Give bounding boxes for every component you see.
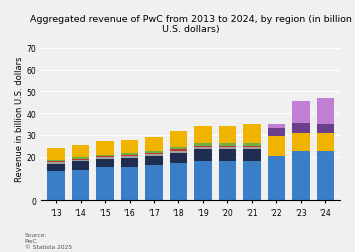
Bar xyxy=(121,141,138,153)
Bar xyxy=(194,162,212,200)
Bar xyxy=(121,156,138,159)
Bar xyxy=(96,155,114,156)
Bar xyxy=(292,133,310,151)
Bar xyxy=(145,166,163,200)
Bar xyxy=(96,168,114,200)
Bar xyxy=(47,163,65,164)
Bar xyxy=(268,136,285,156)
Bar xyxy=(194,147,212,150)
Bar xyxy=(243,147,261,149)
Bar xyxy=(145,156,163,166)
Bar xyxy=(243,146,261,147)
Bar xyxy=(219,146,236,148)
Bar xyxy=(194,144,212,146)
Bar xyxy=(121,153,138,155)
Bar xyxy=(72,162,89,170)
Bar xyxy=(317,124,334,133)
Bar xyxy=(170,164,187,200)
Bar xyxy=(317,133,334,151)
Bar xyxy=(194,150,212,162)
Bar xyxy=(268,129,285,136)
Bar xyxy=(47,148,65,161)
Bar xyxy=(170,151,187,153)
Bar xyxy=(243,144,261,146)
Bar xyxy=(96,160,114,168)
Bar xyxy=(317,99,334,124)
Bar xyxy=(47,162,65,163)
Bar xyxy=(268,156,285,200)
Bar xyxy=(292,102,310,123)
Bar xyxy=(194,127,212,144)
Bar xyxy=(219,162,236,200)
Bar xyxy=(243,149,261,161)
Bar xyxy=(317,151,334,200)
Bar xyxy=(96,142,114,155)
Bar xyxy=(243,124,261,144)
Bar xyxy=(121,167,138,200)
Bar xyxy=(219,148,236,150)
Title: Aggregated revenue of PwC from 2013 to 2024, by region (in billion U.S. dollars): Aggregated revenue of PwC from 2013 to 2… xyxy=(30,15,352,34)
Bar xyxy=(96,158,114,160)
Bar xyxy=(47,164,65,171)
Bar xyxy=(47,161,65,162)
Bar xyxy=(170,132,187,148)
Bar xyxy=(47,171,65,200)
Bar xyxy=(219,144,236,146)
Y-axis label: Revenue in billion U.S. dollars: Revenue in billion U.S. dollars xyxy=(15,56,24,181)
Bar xyxy=(194,146,212,147)
Bar xyxy=(72,159,89,160)
Bar xyxy=(170,153,187,164)
Bar xyxy=(145,138,163,151)
Bar xyxy=(243,161,261,200)
Bar xyxy=(72,170,89,200)
Bar xyxy=(145,154,163,156)
Bar xyxy=(292,123,310,133)
Bar xyxy=(292,151,310,200)
Bar xyxy=(145,151,163,153)
Bar xyxy=(72,158,89,159)
Bar xyxy=(268,124,285,129)
Bar xyxy=(121,159,138,167)
Bar xyxy=(219,127,236,144)
Bar xyxy=(72,160,89,162)
Bar xyxy=(170,148,187,150)
Bar xyxy=(121,155,138,156)
Bar xyxy=(170,150,187,151)
Bar xyxy=(219,150,236,162)
Bar xyxy=(96,156,114,158)
Text: Source:
PwC
© Statista 2025: Source: PwC © Statista 2025 xyxy=(25,232,72,249)
Bar xyxy=(72,145,89,158)
Bar xyxy=(145,153,163,154)
